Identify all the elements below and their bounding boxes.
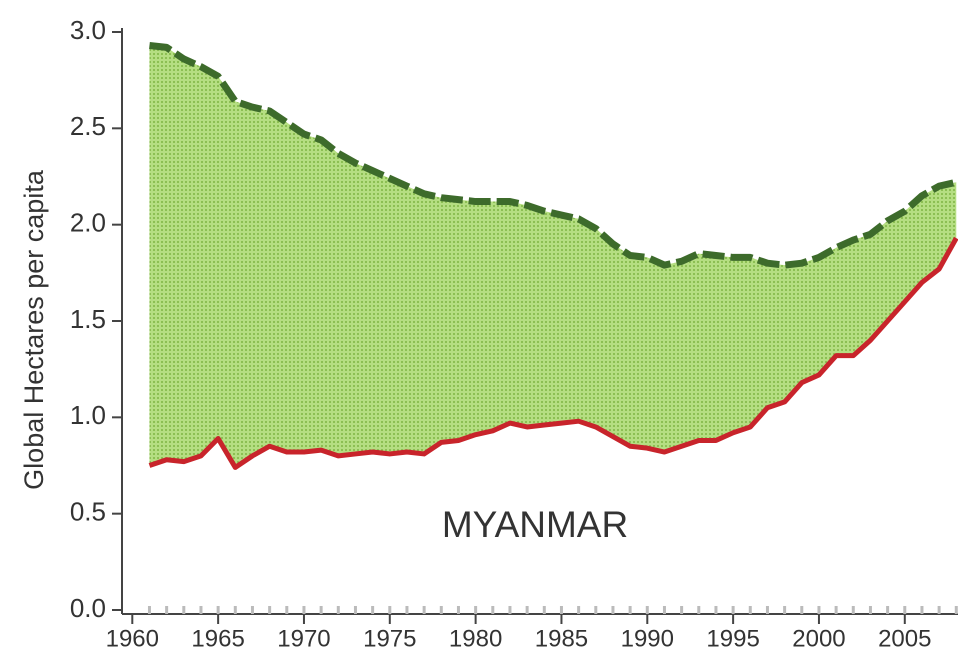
x-tick-label: 1995 [706,625,759,652]
annotation: MYANMAR [442,504,628,545]
x-tick-label: 1975 [363,625,416,652]
x-tick-label: 1985 [535,625,588,652]
series-line [148,236,958,470]
y-tick-label: 1.0 [70,400,106,430]
series-line [149,42,958,269]
y-tick-label: 0.0 [70,593,106,623]
x-tick-label: 2000 [792,625,845,652]
x-tick-label: 2005 [878,625,931,652]
y-tick-label: 0.5 [70,497,106,527]
x-tick-label: 1990 [621,625,674,652]
y-tick-label: 2.5 [70,111,106,141]
x-tick-label: 1965 [191,625,244,652]
x-tick-label: 1980 [449,625,502,652]
x-tick-label: 1970 [277,625,330,652]
y-axis-label: Global Hectares per capita [19,169,49,490]
x-tick-label: 1960 [106,625,159,652]
gap-area [149,45,957,468]
y-tick-label: 3.0 [70,15,106,45]
y-tick-label: 2.0 [70,208,106,238]
y-tick-label: 1.5 [70,304,106,334]
